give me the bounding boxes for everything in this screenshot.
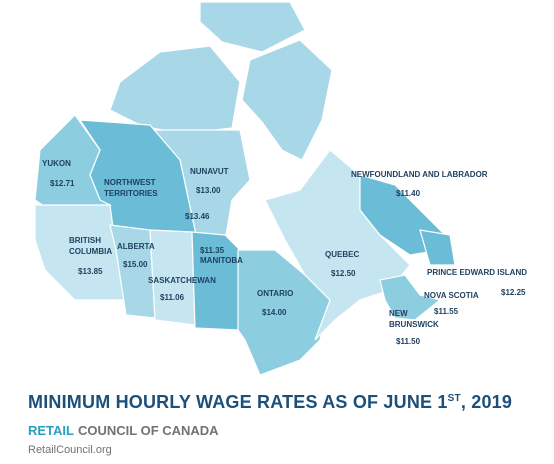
wage-label: $13.46 xyxy=(185,212,210,221)
canada-map: YUKON $12.71 NORTHWEST TERRITORIES $13.46 NUN… xyxy=(34,1,527,376)
province-name: PRINCE EDWARD ISLAND xyxy=(427,268,527,277)
wage-label: $11.06 xyxy=(160,293,185,302)
wage-label: $13.85 xyxy=(78,267,103,276)
subtitle: RETAIL COUNCIL OF CANADA xyxy=(28,423,219,438)
wage-label: $11.40 xyxy=(396,189,421,198)
wage-label: $13.00 xyxy=(196,186,221,195)
ontario xyxy=(237,249,331,376)
alberta xyxy=(109,224,156,319)
arctic-islands-middle xyxy=(109,45,241,135)
province-name: NUNAVUT xyxy=(190,167,229,176)
province-name: NOVA SCOTIA xyxy=(424,291,479,300)
title-superscript: ST xyxy=(447,393,461,404)
newfoundland xyxy=(419,229,456,266)
province-name: NORTHWEST xyxy=(104,178,156,187)
province-name: YUKON xyxy=(42,159,71,168)
subtitle-rest: COUNCIL OF CANADA xyxy=(77,423,219,438)
province-name: ALBERTA xyxy=(117,242,155,251)
british-columbia xyxy=(34,204,127,301)
province-name: COLUMBIA xyxy=(69,247,112,256)
province-name: BRUNSWICK xyxy=(389,320,439,329)
footer: RetailCouncil.org xyxy=(28,444,112,456)
arctic-islands-north xyxy=(199,1,306,53)
title-end: , 2019 xyxy=(460,392,513,412)
province-name: TERRITORIES xyxy=(104,189,158,198)
province-name: MANITOBA xyxy=(200,256,243,265)
wage-label: $11.55 xyxy=(434,307,459,316)
wage-label: $11.50 xyxy=(396,337,421,346)
title-main: MINIMUM HOURLY WAGE RATES AS OF JUNE 1 xyxy=(28,392,448,412)
wage-label: $14.00 xyxy=(262,308,287,317)
province-name: NEWFOUNDLAND AND LABRADOR xyxy=(351,170,488,179)
wage-label: $15.00 xyxy=(123,260,148,269)
baffin-island xyxy=(241,39,333,161)
province-name: NEW xyxy=(389,309,408,318)
title: MINIMUM HOURLY WAGE RATES AS OF JUNE 1ST… xyxy=(28,392,512,413)
province-name: QUEBEC xyxy=(325,250,359,259)
wage-label: $12.50 xyxy=(331,269,356,278)
brand: RETAIL xyxy=(28,423,74,438)
wage-label: $11.35 xyxy=(200,246,225,255)
province-name: SASKATCHEWAN xyxy=(148,276,216,285)
province-name: BRITISH xyxy=(69,236,101,245)
wage-label: $12.25 xyxy=(501,288,526,297)
province-name: ONTARIO xyxy=(257,289,293,298)
wage-label: $12.71 xyxy=(50,179,75,188)
maritimes xyxy=(379,274,442,321)
